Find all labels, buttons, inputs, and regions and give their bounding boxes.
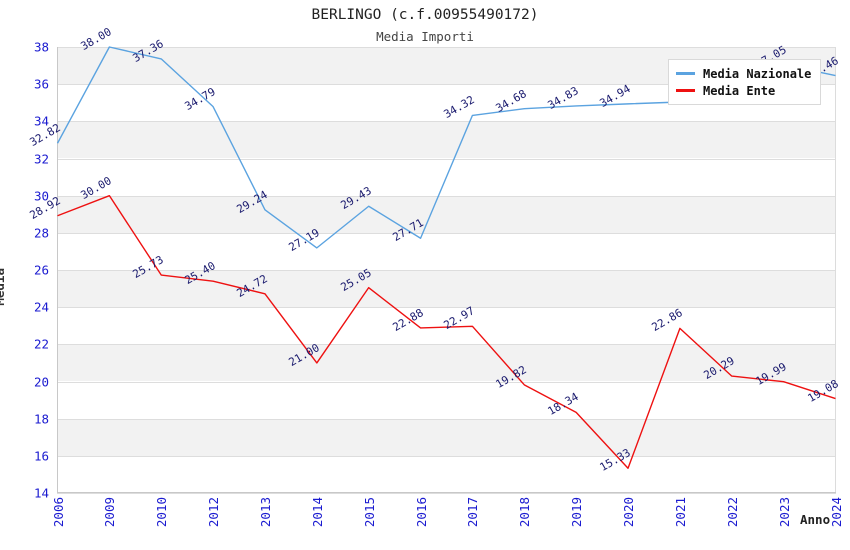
gridline [57,493,836,494]
grid-band [57,344,836,382]
gridline [57,270,836,271]
gridline [57,121,836,123]
y-tick-label: 36 [33,76,49,92]
x-tick-label: 2024 [828,497,844,528]
series-line [57,194,836,469]
gridline [57,307,836,309]
gridline [57,381,836,383]
x-tick-label: 2009 [102,497,118,528]
y-tick-label: 22 [33,336,49,352]
x-tick-label: 2016 [413,497,429,528]
y-tick-label: 26 [33,262,49,278]
x-tick-label: 2023 [776,497,792,528]
x-tick-label: 2012 [206,497,222,528]
x-tick-label: 2015 [361,497,377,528]
plot-right-border [835,47,836,493]
legend-label: Media Ente [703,83,776,98]
x-axis-line [57,492,836,493]
x-tick-label: 2020 [621,497,637,528]
grid-band [57,270,836,308]
x-tick-label: 2017 [465,497,481,528]
x-tick-label: 2006 [50,497,66,528]
y-tick-label: 14 [33,485,49,501]
y-tick-label: 32 [33,151,49,166]
x-tick-label: 2019 [569,497,585,528]
chart-title: BERLINGO (c.f.00955490172) [311,7,539,23]
y-tick-label: 24 [33,299,49,315]
y-axis-line [57,47,58,493]
x-tick-label: 2022 [724,497,740,528]
gridline [57,195,836,197]
chart-legend[interactable]: Media Nazionale Media Ente [668,59,822,105]
legend-color-swatch [676,89,695,92]
grid-band [57,195,836,233]
plot-area: 32.82 38.00 37.36 34.79 29.24 27.19 29.43 27.71… [27,25,840,494]
x-axis-label: Anno [800,512,831,527]
legend-item[interactable]: Media Ente [676,82,811,99]
gridline [57,418,836,420]
chart-subtitle: Media Importi [376,29,474,44]
y-tick-label: 30 [33,188,49,204]
y-tick-label: 28 [33,225,49,241]
x-tick-label: 2010 [154,497,170,528]
grid-band [57,418,836,456]
legend-label: Media Nazionale [703,66,812,81]
y-tick-label: 34 [33,113,49,129]
x-tick-label: 2021 [672,497,688,528]
gridline [57,84,836,86]
y-tick-label: 38 [33,39,49,55]
x-tick-label: 2013 [257,497,273,528]
legend-item[interactable]: Media Nazionale [676,65,811,82]
y-tick-label: 20 [33,374,49,389]
x-tick-label: 2018 [517,497,533,528]
gridline [57,47,836,48]
y-tick-label: 16 [33,448,49,464]
gridline [57,344,836,346]
legend-color-swatch [676,72,695,75]
y-tick-label: 18 [33,411,49,427]
x-tick-label: 2014 [309,497,325,528]
gridline [57,232,836,234]
grid-band [57,121,836,159]
gridline [57,455,836,457]
gridline [57,158,836,160]
